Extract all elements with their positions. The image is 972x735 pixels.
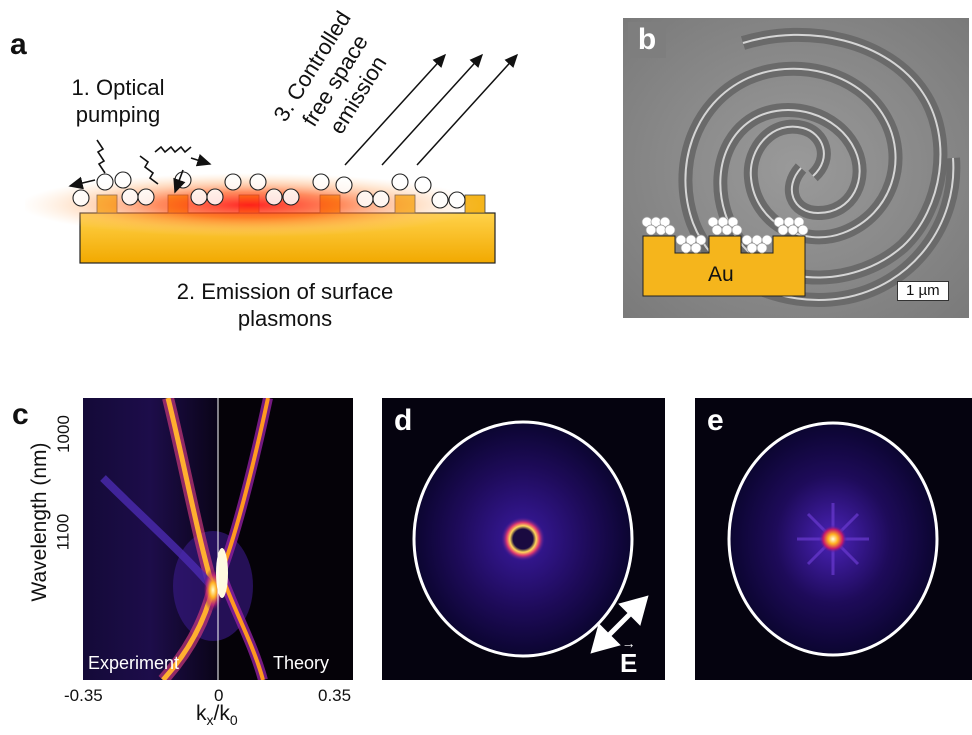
kx-sub-x: x bbox=[206, 712, 214, 729]
optical-pumping-label: 1. Optical pumping bbox=[48, 74, 188, 128]
xtick-pos: 0.35 bbox=[318, 686, 352, 705]
kx-slash-k: /k bbox=[213, 702, 230, 725]
spiral-grating bbox=[623, 18, 969, 318]
panel-b-sem-image: b Au 1 µm bbox=[623, 18, 969, 318]
emission-line2: plasmons bbox=[237, 306, 333, 331]
panel-e-label: e bbox=[707, 404, 724, 437]
panel-a-label: a bbox=[10, 28, 27, 61]
panel-d-label: d bbox=[394, 404, 413, 437]
pump-wave-arrows bbox=[68, 139, 212, 194]
emission-line1: 2. Emission of surface bbox=[176, 279, 394, 304]
panel-a-schematic bbox=[25, 53, 519, 264]
polarization-arrow bbox=[590, 595, 649, 654]
panel-e-image: e bbox=[695, 398, 972, 680]
xtick-neg: -0.35 bbox=[64, 686, 103, 705]
panel-c-label: c bbox=[12, 398, 29, 431]
vector-arrow-glyph: → bbox=[621, 635, 636, 651]
kx-axis-label: kx/k0 bbox=[196, 702, 238, 728]
ytick-1100: 1100 bbox=[53, 513, 73, 551]
kx-sub-0: 0 bbox=[229, 712, 238, 729]
optical-pumping-line2: pumping bbox=[75, 102, 161, 127]
field-symbol: E bbox=[620, 648, 638, 678]
panel-b-label: b bbox=[628, 22, 666, 58]
fourier-image-e bbox=[727, 421, 939, 657]
dispersion-plot: Experiment Theory bbox=[83, 398, 353, 680]
xtick-zero: 0 bbox=[214, 686, 224, 705]
wavelength-axis-label: Wavelength (nm) bbox=[28, 442, 51, 602]
au-label: Au bbox=[708, 263, 734, 286]
dispersion-map bbox=[83, 398, 353, 680]
experiment-caption: Experiment bbox=[88, 653, 180, 673]
au-cross-section bbox=[641, 216, 809, 297]
ytick-1000: 1000 bbox=[53, 415, 73, 453]
surface-plasmon-emission-label: 2. Emission of surface plasmons bbox=[120, 278, 450, 332]
scale-bar: 1 µm bbox=[897, 281, 949, 301]
fourier-image-d bbox=[412, 420, 649, 658]
kx-k: k bbox=[196, 702, 207, 725]
surface-plasmon-glow bbox=[25, 173, 480, 237]
field-vector-label: → E bbox=[620, 635, 638, 679]
theory-caption: Theory bbox=[273, 653, 330, 673]
emission-arrows bbox=[344, 53, 519, 166]
optical-pumping-line1: 1. Optical bbox=[71, 75, 165, 100]
panel-d-image: d → E bbox=[382, 398, 665, 680]
